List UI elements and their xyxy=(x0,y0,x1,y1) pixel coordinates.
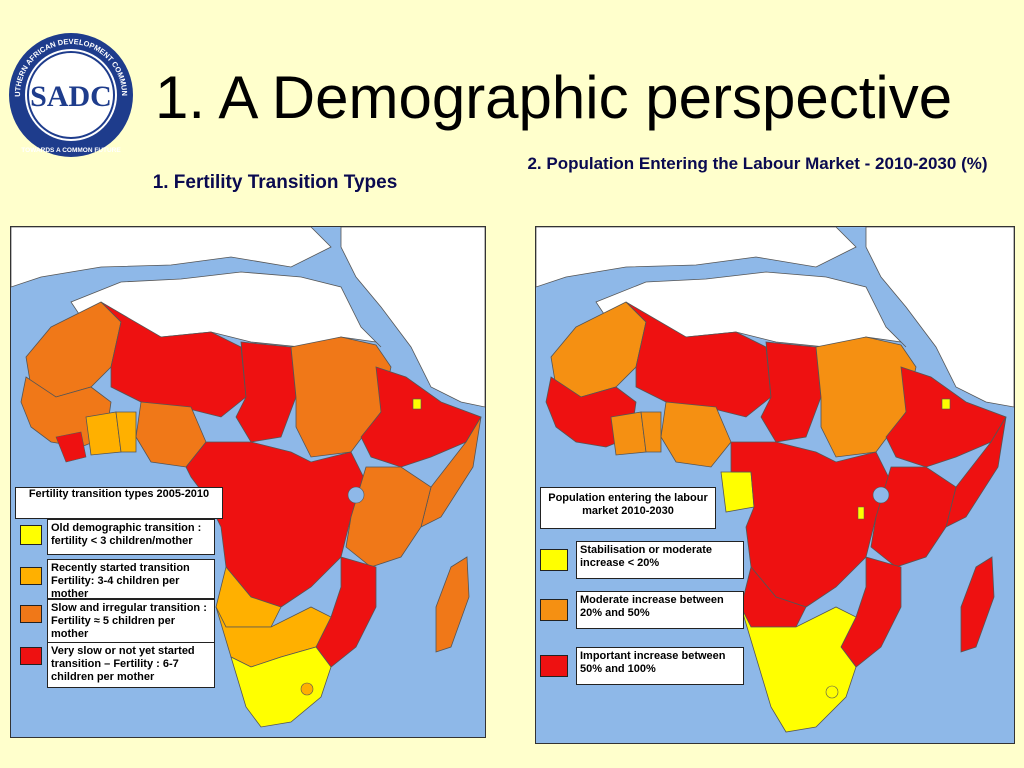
region-nigeria-r xyxy=(660,401,732,468)
region-mauritania xyxy=(25,301,122,398)
left-legend-title: Fertility transition types 2005-2010 xyxy=(15,487,223,519)
left-legend-label-1: Old demographic transition : fertility <… xyxy=(47,519,215,555)
fertility-transition-map: Fertility transition types 2005-2010 Old… xyxy=(10,226,486,738)
region-madagascar-r xyxy=(960,556,995,653)
fertility-map-graphic xyxy=(11,227,485,728)
region-ghana-r xyxy=(640,411,662,453)
region-ethiopia-r xyxy=(885,366,1007,468)
europe-land xyxy=(11,227,332,288)
region-mali-niger xyxy=(100,301,247,418)
right-legend-swatch-1 xyxy=(540,549,568,571)
left-map-title: 1. Fertility Transition Types xyxy=(152,172,398,193)
europe-land-r xyxy=(536,227,857,288)
region-djibouti xyxy=(412,398,422,410)
region-ivory-coast xyxy=(85,411,122,456)
region-south-africa xyxy=(230,646,332,728)
region-kenya-tanzania-r xyxy=(870,466,957,568)
right-legend-label-3: Important increase between 50% and 100% xyxy=(576,647,744,685)
region-rwanda-r xyxy=(857,506,865,520)
sadc-logo: SOUTHERN AFRICAN DEVELOPMENT COMMUNITY S… xyxy=(3,23,136,160)
region-lesotho xyxy=(300,682,314,696)
region-sierra-leone xyxy=(55,431,87,463)
region-mali-niger-r xyxy=(625,301,772,418)
right-legend-swatch-3 xyxy=(540,655,568,677)
middle-east-land-r xyxy=(865,227,1014,408)
labour-map-graphic xyxy=(536,227,1014,733)
left-legend-swatch-3 xyxy=(20,605,42,623)
right-map-title: 2. Population Entering the Labour Market… xyxy=(527,154,988,173)
region-ethiopia xyxy=(360,366,482,468)
region-madagascar xyxy=(435,556,470,653)
left-legend-label-2: Recently started transition Fertility: 3… xyxy=(47,559,215,600)
region-kenya-tanzania xyxy=(345,466,432,568)
page-title: 1. A Demographic perspective xyxy=(155,64,953,131)
region-ivory-coast-r xyxy=(610,411,647,456)
left-legend-swatch-4 xyxy=(20,647,42,665)
sadc-logo-graphic: SOUTHERN AFRICAN DEVELOPMENT COMMUNITY S… xyxy=(3,23,133,157)
region-djibouti-r xyxy=(941,398,951,410)
region-lesotho-r xyxy=(825,685,839,699)
region-mauritania-r xyxy=(550,301,647,398)
left-legend-swatch-2 xyxy=(20,567,42,585)
lake-victoria xyxy=(347,486,365,504)
logo-inner-text: TOWARDS A COMMON FUTURE xyxy=(21,147,121,154)
right-legend-swatch-2 xyxy=(540,599,568,621)
region-central-africa-r xyxy=(730,441,892,608)
lake-victoria-r xyxy=(872,486,890,504)
region-gabon-r xyxy=(720,471,755,513)
right-legend-label-2: Moderate increase between 20% and 50% xyxy=(576,591,744,629)
left-legend-label-3: Slow and irregular transition : Fertilit… xyxy=(47,599,215,643)
middle-east-land xyxy=(340,227,485,408)
labour-market-map: Population entering the labour market 20… xyxy=(535,226,1015,744)
logo-monogram: SADC xyxy=(30,80,112,113)
region-ghana xyxy=(115,411,137,453)
region-southern-africa-r xyxy=(740,606,857,733)
right-legend-title: Population entering the labour market 20… xyxy=(540,487,716,529)
right-legend-label-1: Stabilisation or moderate increase < 20% xyxy=(576,541,744,579)
left-legend-label-4: Very slow or not yet started transition … xyxy=(47,642,215,688)
left-legend-swatch-1 xyxy=(20,525,42,545)
